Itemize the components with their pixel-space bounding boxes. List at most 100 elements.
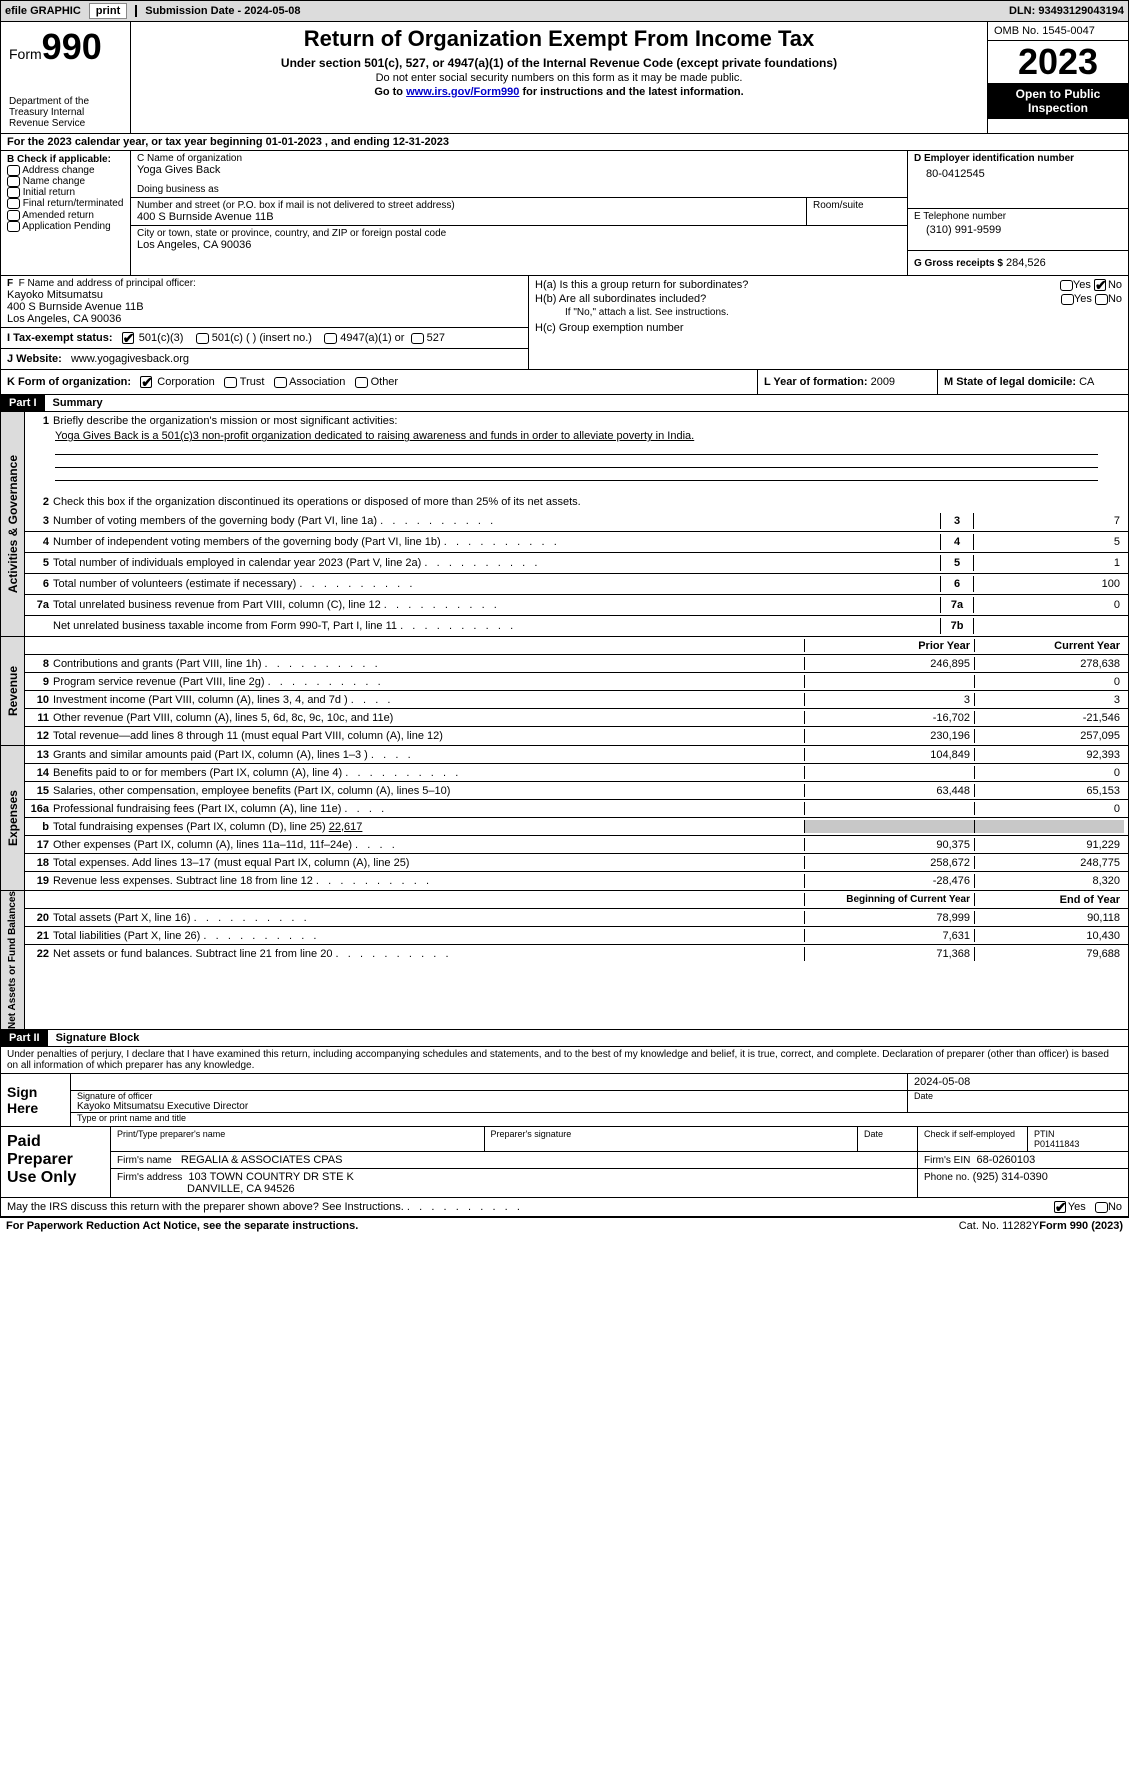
p17: 90,375: [804, 838, 974, 851]
firm-phone: (925) 314-0390: [973, 1171, 1048, 1183]
p13: 104,849: [804, 748, 974, 761]
gross-value: 284,526: [1006, 257, 1046, 269]
footer: For Paperwork Reduction Act Notice, see …: [0, 1217, 1129, 1234]
line-a: For the 2023 calendar year, or tax year …: [0, 134, 1129, 151]
c12: 257,095: [974, 729, 1124, 743]
chk-527[interactable]: [411, 333, 424, 344]
chk-4947[interactable]: [324, 333, 337, 344]
firm-name: REGALIA & ASSOCIATES CPAS: [181, 1154, 343, 1166]
chk-assoc[interactable]: [274, 377, 287, 388]
print-button[interactable]: print: [89, 3, 127, 19]
instructions-note: Go to www.irs.gov/Form990 for instructio…: [139, 86, 979, 98]
c11: -21,546: [974, 711, 1124, 724]
chk-pending[interactable]: Application Pending: [7, 221, 124, 232]
addr-label: Number and street (or P.O. box if mail i…: [137, 200, 800, 211]
discuss-row: May the IRS discuss this return with the…: [0, 1198, 1129, 1217]
ein-label: D Employer identification number: [914, 153, 1122, 164]
firm-addr1: 103 TOWN COUNTRY DR STE K: [188, 1171, 353, 1183]
p15: 63,448: [804, 784, 974, 797]
form-number: 990: [42, 26, 102, 67]
chk-name-change[interactable]: Name change: [7, 176, 124, 187]
org-address: 400 S Burnside Avenue 11B: [137, 211, 800, 223]
v6: 100: [974, 578, 1124, 590]
sign-here-section: Sign Here 2024-05-08 Signature of office…: [0, 1074, 1129, 1127]
mission-text: Yoga Gives Back is a 501(c)3 non-profit …: [55, 430, 694, 442]
ha-label: H(a) Is this a group return for subordin…: [535, 279, 1060, 291]
officer-sig-name: Kayoko Mitsumatsu Executive Director: [77, 1101, 901, 1112]
ha-yes[interactable]: Yes: [1060, 279, 1091, 291]
v7a: 0: [974, 599, 1124, 611]
c10: 3: [974, 693, 1124, 706]
ha-no[interactable]: No: [1094, 279, 1122, 291]
hb-yes[interactable]: Yes: [1061, 293, 1092, 305]
v5: 1: [974, 557, 1124, 569]
p20: 78,999: [804, 911, 974, 924]
p12: 230,196: [804, 729, 974, 743]
section-bcdeg: B Check if applicable: Address change Na…: [0, 151, 1129, 276]
box-i: I Tax-exempt status: 501(c)(3) 501(c) ( …: [1, 328, 528, 349]
p19: -28,476: [804, 874, 974, 888]
irs-link[interactable]: www.irs.gov/Form990: [406, 86, 519, 98]
c13: 92,393: [974, 748, 1124, 761]
chk-other[interactable]: [355, 377, 368, 388]
ssn-note: Do not enter social security numbers on …: [139, 72, 979, 84]
year-formation: 2009: [871, 376, 895, 388]
summary-revenue: Revenue Prior YearCurrent Year 8Contribu…: [0, 637, 1129, 746]
sig-date: 2024-05-08: [908, 1074, 1128, 1090]
p22: 71,368: [804, 947, 974, 961]
c9: 0: [974, 675, 1124, 688]
org-city: Los Angeles, CA 90036: [137, 239, 901, 251]
c21: 10,430: [974, 929, 1124, 942]
chk-corp[interactable]: [140, 376, 152, 388]
dln: DLN: 93493129043194: [1009, 5, 1124, 17]
tax-year: 2023: [988, 41, 1128, 83]
inspection-label: Open to Public Inspection: [988, 83, 1128, 119]
chk-trust[interactable]: [224, 377, 237, 388]
website-value: www.yogagivesback.org: [71, 353, 189, 365]
section-fh: F F Name and address of principal office…: [0, 276, 1129, 370]
chk-amended[interactable]: Amended return: [7, 210, 124, 221]
penalty-text: Under penalties of perjury, I declare th…: [0, 1047, 1129, 1074]
dept-label: Department of the Treasury Internal Reve…: [9, 96, 122, 129]
hb-no[interactable]: No: [1095, 293, 1122, 305]
firm-addr2: DANVILLE, CA 94526: [117, 1183, 295, 1195]
omb: OMB No. 1545-0047: [988, 22, 1128, 41]
p9: [804, 675, 974, 688]
v4: 5: [974, 536, 1124, 548]
c8: 278,638: [974, 657, 1124, 670]
form-title: Return of Organization Exempt From Incom…: [139, 26, 979, 52]
v3: 7: [974, 515, 1124, 527]
ptin: P01411843: [1034, 1139, 1122, 1149]
p21: 7,631: [804, 929, 974, 942]
officer-addr2: Los Angeles, CA 90036: [7, 313, 522, 325]
c16a: 0: [974, 802, 1124, 815]
c15: 65,153: [974, 784, 1124, 797]
discuss-yes[interactable]: [1054, 1201, 1066, 1213]
paid-preparer-section: Paid Preparer Use Only Print/Type prepar…: [0, 1127, 1129, 1198]
c20: 90,118: [974, 911, 1124, 924]
chk-501c3[interactable]: [122, 332, 134, 344]
summary-governance: Activities & Governance 1Briefly describ…: [0, 412, 1129, 637]
efile-label: efile GRAPHIC: [5, 5, 81, 17]
fundraising-exp: 22,617: [329, 821, 363, 833]
chk-final-return[interactable]: Final return/terminated: [7, 198, 124, 209]
discuss-no[interactable]: [1095, 1202, 1108, 1213]
paid-prep-label: Paid Preparer Use Only: [1, 1127, 111, 1197]
c17: 91,229: [974, 838, 1124, 851]
topbar: efile GRAPHIC print Submission Date - 20…: [0, 0, 1129, 22]
org-name: Yoga Gives Back: [137, 164, 901, 176]
summary-netassets: Net Assets or Fund Balances Beginning of…: [0, 891, 1129, 1030]
room-label: Room/suite: [813, 200, 901, 211]
chk-initial-return[interactable]: Initial return: [7, 187, 124, 198]
phone-value: (310) 991-9599: [914, 224, 1122, 236]
chk-address-change[interactable]: Address change: [7, 165, 124, 176]
section-klm: K Form of organization: Corporation Trus…: [0, 370, 1129, 395]
chk-501c[interactable]: [196, 333, 209, 344]
c19: 8,320: [974, 874, 1124, 888]
summary-expenses: Expenses 13Grants and similar amounts pa…: [0, 746, 1129, 891]
c14: 0: [974, 766, 1124, 779]
form-header: Form990 Department of the Treasury Inter…: [0, 22, 1129, 134]
p8: 246,895: [804, 657, 974, 670]
p14: [804, 766, 974, 779]
submission-date: Submission Date - 2024-05-08: [135, 5, 300, 17]
